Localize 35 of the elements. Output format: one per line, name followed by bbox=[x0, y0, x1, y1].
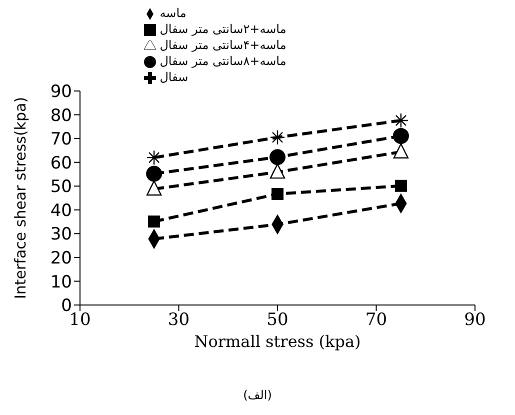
y-tick-label: 80 bbox=[50, 106, 72, 126]
y-tick-label: 20 bbox=[50, 248, 72, 268]
point bbox=[270, 149, 286, 166]
y-tick-label: 10 bbox=[50, 272, 72, 292]
legend-label: ماسه bbox=[160, 6, 186, 20]
point bbox=[272, 188, 284, 200]
x-axis-title: Normall stress (kpa) bbox=[194, 332, 361, 351]
legend-label: سفال bbox=[160, 70, 188, 84]
y-tick-label: 50 bbox=[50, 177, 72, 198]
point bbox=[146, 166, 162, 182]
y-tick-label: 90 bbox=[50, 82, 72, 102]
y-tick-label: 0 bbox=[61, 296, 72, 316]
x-tick-label: 10 bbox=[69, 310, 91, 330]
y-tick-label: 30 bbox=[50, 224, 72, 245]
legend-label: ماسه+۸سانتی متر سفال bbox=[160, 54, 286, 68]
x-tick-label: 70 bbox=[365, 310, 388, 330]
y-axis-title: Interface shear stress(kpa) bbox=[11, 96, 30, 300]
point bbox=[392, 128, 409, 144]
point bbox=[270, 130, 286, 145]
y-tick-label: 60 bbox=[50, 153, 72, 174]
point bbox=[393, 143, 409, 158]
point bbox=[146, 150, 162, 166]
x-tick-label: 50 bbox=[266, 310, 288, 330]
legend-label: ماسه+۲سانتی متر سفال bbox=[160, 22, 286, 36]
point bbox=[393, 112, 409, 128]
y-tick-label: 70 bbox=[50, 130, 72, 150]
point bbox=[394, 180, 407, 192]
text: (الف) bbox=[242, 388, 273, 402]
y-tick-label: 40 bbox=[50, 200, 72, 221]
point bbox=[148, 216, 160, 228]
x-tick-label: 30 bbox=[168, 310, 190, 330]
point bbox=[270, 163, 286, 179]
x-tick-label: 90 bbox=[464, 310, 486, 330]
legend-label: ماسه+۴سانتی متر سفال bbox=[160, 38, 286, 52]
point bbox=[146, 180, 162, 196]
